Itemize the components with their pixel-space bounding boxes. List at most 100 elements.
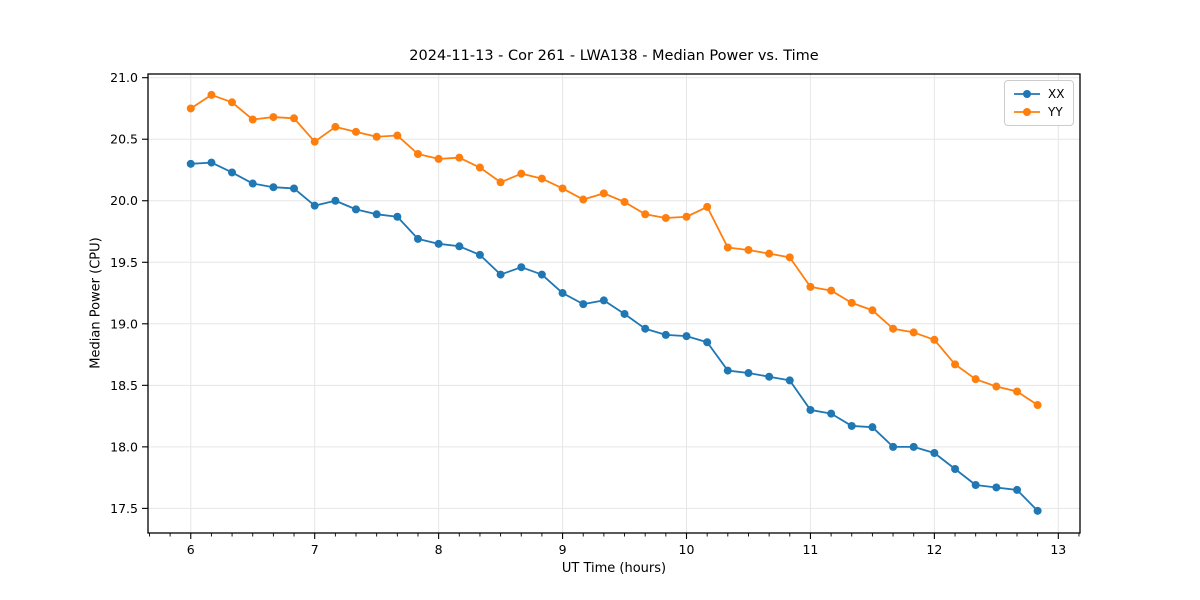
data-point-yy: [661, 213, 670, 222]
data-point-xx: [971, 481, 980, 490]
data-point-yy: [558, 184, 567, 193]
data-point-yy: [496, 178, 505, 187]
data-point-xx: [661, 330, 670, 339]
y-tick-label: 20.5: [110, 132, 138, 147]
legend-item-xx: XX: [1012, 86, 1064, 102]
data-point-yy: [413, 149, 422, 158]
data-point-xx: [806, 405, 815, 414]
y-tick-label: 18.0: [110, 439, 138, 454]
data-point-xx: [847, 421, 856, 430]
data-point-yy: [1013, 387, 1022, 396]
data-point-yy: [475, 163, 484, 172]
data-point-xx: [475, 250, 484, 259]
data-point-xx: [228, 168, 237, 177]
data-point-yy: [785, 253, 794, 262]
x-tick-label: 11: [802, 542, 818, 557]
data-point-xx: [413, 234, 422, 243]
legend-label-yy: YY: [1048, 105, 1063, 119]
data-point-xx: [703, 338, 712, 347]
data-point-xx: [641, 324, 650, 333]
data-point-yy: [331, 122, 340, 131]
data-point-yy: [517, 169, 526, 178]
data-point-yy: [765, 249, 774, 258]
data-point-xx: [785, 376, 794, 385]
data-point-yy: [682, 212, 691, 221]
data-point-xx: [599, 296, 608, 305]
data-point-xx: [351, 205, 360, 214]
data-point-yy: [393, 131, 402, 140]
data-point-yy: [889, 324, 898, 333]
data-point-xx: [434, 239, 443, 248]
data-point-xx: [723, 366, 732, 375]
data-point-yy: [310, 137, 319, 146]
data-point-xx: [579, 300, 588, 309]
x-tick-label: 9: [559, 542, 567, 557]
data-point-yy: [434, 154, 443, 163]
data-point-yy: [827, 286, 836, 295]
data-point-xx: [889, 442, 898, 451]
x-tick-label: 10: [679, 542, 695, 557]
data-point-xx: [248, 179, 257, 188]
x-tick-label: 12: [926, 542, 942, 557]
data-point-xx: [517, 263, 526, 272]
data-point-yy: [703, 202, 712, 211]
data-point-yy: [868, 306, 877, 315]
data-point-xx: [269, 183, 278, 192]
y-tick-label: 17.5: [110, 501, 138, 516]
data-point-xx: [372, 210, 381, 219]
x-tick-label: 7: [311, 542, 319, 557]
data-point-yy: [579, 195, 588, 204]
y-tick-label: 19.0: [110, 316, 138, 331]
data-point-yy: [992, 382, 1001, 391]
data-point-xx: [868, 423, 877, 432]
data-point-xx: [620, 309, 629, 318]
data-point-yy: [1033, 401, 1042, 410]
data-point-yy: [971, 375, 980, 384]
data-point-yy: [455, 153, 464, 162]
data-point-yy: [228, 98, 237, 107]
data-point-yy: [351, 127, 360, 136]
legend-item-yy: YY: [1012, 104, 1064, 120]
legend-label-xx: XX: [1048, 87, 1065, 101]
data-point-xx: [992, 483, 1001, 492]
data-point-yy: [744, 245, 753, 254]
data-point-yy: [207, 90, 216, 99]
y-axis-label: Median Power (CPU): [88, 237, 104, 369]
y-tick-label: 19.5: [110, 255, 138, 270]
data-point-yy: [537, 174, 546, 183]
data-point-yy: [930, 335, 939, 344]
y-tick-label: 21.0: [110, 70, 138, 85]
data-point-xx: [331, 196, 340, 205]
data-point-xx: [951, 465, 960, 474]
data-point-yy: [909, 328, 918, 337]
data-point-xx: [744, 369, 753, 378]
data-point-xx: [930, 449, 939, 458]
x-tick-label: 6: [187, 542, 195, 557]
chart-title: 2024-11-13 - Cor 261 - LWA138 - Median P…: [409, 48, 819, 64]
y-tick-label: 20.0: [110, 193, 138, 208]
data-point-yy: [723, 243, 732, 252]
x-tick-label: 13: [1050, 542, 1066, 557]
data-point-xx: [207, 158, 216, 167]
data-point-xx: [186, 159, 195, 168]
data-point-xx: [1013, 485, 1022, 494]
data-point-xx: [455, 242, 464, 251]
data-point-yy: [248, 115, 257, 124]
y-tick-label: 18.5: [110, 378, 138, 393]
data-point-xx: [909, 442, 918, 451]
x-axis-label: UT Time (hours): [561, 561, 667, 576]
data-point-yy: [847, 298, 856, 307]
data-point-yy: [620, 197, 629, 206]
data-point-yy: [290, 114, 298, 123]
data-point-xx: [393, 212, 402, 221]
x-tick-label: 8: [435, 542, 443, 557]
legend-line-marker-icon: [1014, 108, 1040, 116]
data-point-yy: [641, 210, 650, 219]
data-point-yy: [186, 104, 195, 113]
data-point-yy: [372, 132, 381, 141]
legend: XX YY: [1004, 80, 1075, 126]
data-point-xx: [1033, 506, 1042, 515]
data-point-yy: [951, 360, 960, 369]
